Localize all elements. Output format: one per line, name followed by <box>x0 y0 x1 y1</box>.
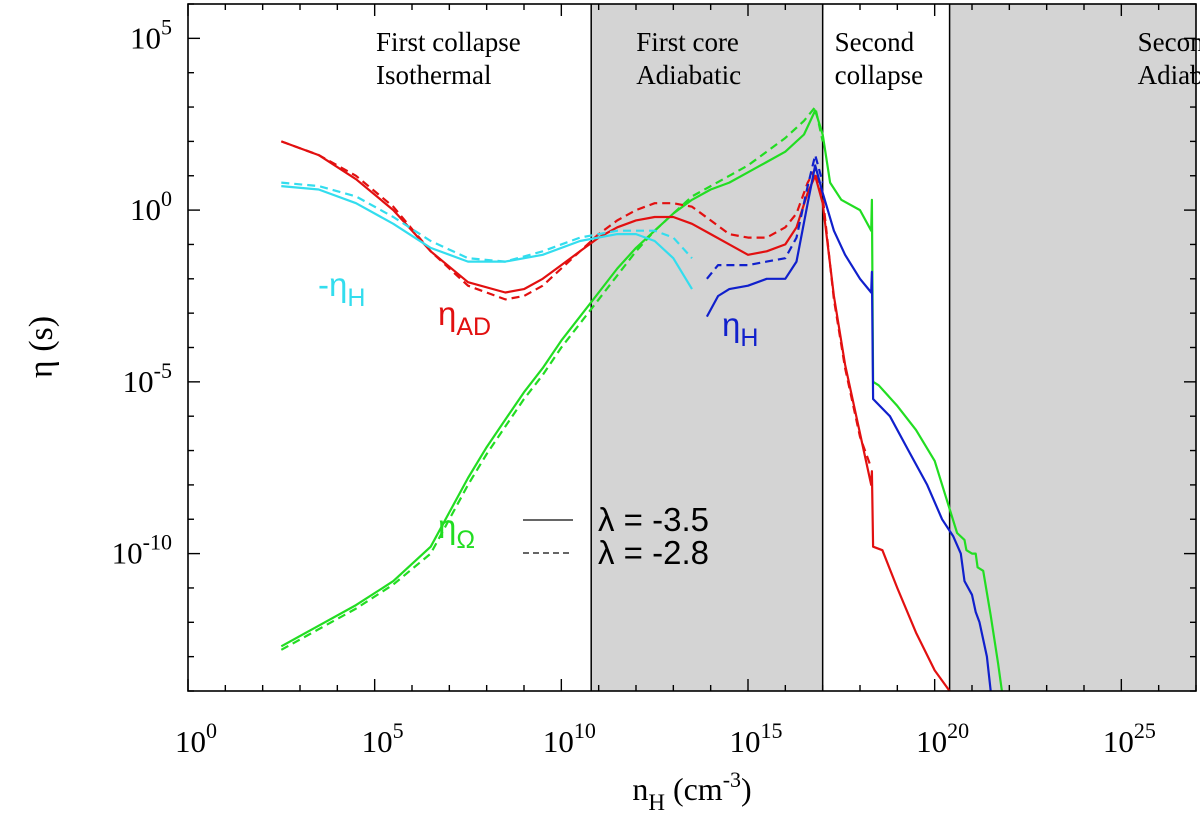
x-tick-label: 1025 <box>1103 718 1156 759</box>
series-eta_H-solid <box>705 164 992 692</box>
axis-ticks: 100 105 1010 1015 1020 1025 105 100 10-5 10-10 <box>112 3 1197 759</box>
y-tick-label: 100 <box>130 186 172 227</box>
series-eta_Omega-dashed <box>280 105 824 651</box>
x-tick-label: 1020 <box>916 718 969 759</box>
region-label-0-2: Isothermal <box>376 60 491 90</box>
shaded-region-3 <box>949 4 1196 691</box>
curve-label-eta_H_neg: -ηH <box>318 266 365 312</box>
region-label-1-2: Adiabatic <box>636 60 741 90</box>
x-tick-label: 1015 <box>730 718 783 759</box>
series-eta_AD-dashed <box>280 140 873 469</box>
y-tick-label: 105 <box>130 14 172 55</box>
x-tick-label: 105 <box>362 718 404 759</box>
curve-labels: -ηH ηAD ηH ηΩ <box>318 266 758 554</box>
data-series <box>280 105 1003 692</box>
legend-label-1: λ = -3.5 <box>598 501 709 538</box>
x-axis-label: nH (cm-3) <box>632 767 751 815</box>
region-label-3-1: Second core <box>1138 27 1200 57</box>
y-axis-label: η (s) <box>23 316 60 378</box>
x-tick-label: 100 <box>175 718 217 759</box>
curve-label-eta_Omega: ηΩ <box>438 508 475 554</box>
phase-regions <box>590 4 1196 691</box>
legend: λ = -3.5λ = -2.8 <box>523 501 709 571</box>
y-tick-label: 10-10 <box>112 530 172 571</box>
region-label-2-1: Second <box>835 27 915 57</box>
curve-label-eta_AD: ηAD <box>438 295 491 341</box>
curve-label-eta_H: ηH <box>722 306 758 352</box>
region-label-1-1: First core <box>636 27 739 57</box>
x-tick-label: 1010 <box>543 718 596 759</box>
region-label-0-1: First collapse <box>376 27 521 57</box>
series-eta_H_neg-dashed <box>281 181 693 263</box>
region-label-2-2: collapse <box>835 60 923 90</box>
legend-label-2: λ = -2.8 <box>598 534 709 571</box>
shaded-region-1 <box>591 4 823 691</box>
series-eta_H_neg-solid <box>281 185 693 290</box>
y-tick-label: 10-5 <box>123 358 172 399</box>
series-eta_Omega-solid <box>280 109 1003 692</box>
region-label-3-2: Adiabatic <box>1138 60 1200 90</box>
series-eta_AD-solid <box>280 140 951 692</box>
